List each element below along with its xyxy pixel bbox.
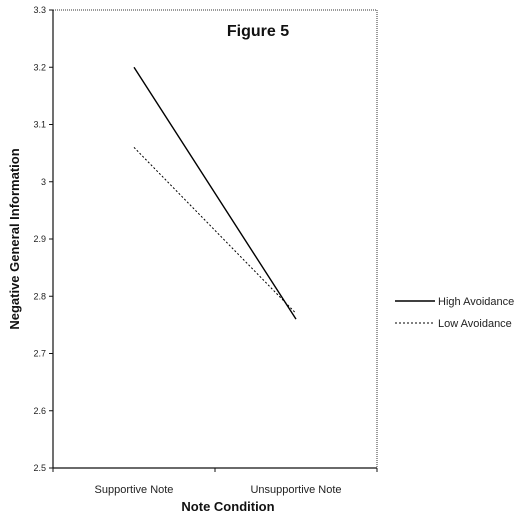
x-tick-label: Unsupportive Note [250,484,341,496]
y-tick-label: 3.2 [33,62,46,72]
series-lines [133,66,297,320]
x-tick-label: Supportive Note [95,484,174,496]
chart-title: Figure 5 [227,23,289,40]
series-line-high-avoidance [133,66,297,320]
y-axis-ticks: 2.5 2.6 2.7 2.8 2.9 3 3.1 3.2 3.3 [33,5,53,473]
y-tick-label: 3.1 [33,120,46,130]
y-tick-label: 3 [41,177,46,187]
y-axis-title: Negative General Information [7,148,22,329]
y-tick-label: 2.7 [33,349,46,359]
legend-label: High Avoidance [438,296,514,308]
series-line-low-avoidance [133,147,297,314]
legend: High Avoidance Low Avoidance [395,296,514,330]
y-tick-label: 2.6 [33,406,46,416]
plot-area-frame [52,9,378,469]
x-axis-ticks: Supportive Note Unsupportive Note [52,468,378,496]
y-tick-label: 3.3 [33,5,46,15]
x-axis-title: Note Condition [181,499,274,514]
y-tick-label: 2.5 [33,463,46,473]
y-tick-label: 2.9 [33,234,46,244]
legend-label: Low Avoidance [438,318,512,330]
y-tick-label: 2.8 [33,291,46,301]
